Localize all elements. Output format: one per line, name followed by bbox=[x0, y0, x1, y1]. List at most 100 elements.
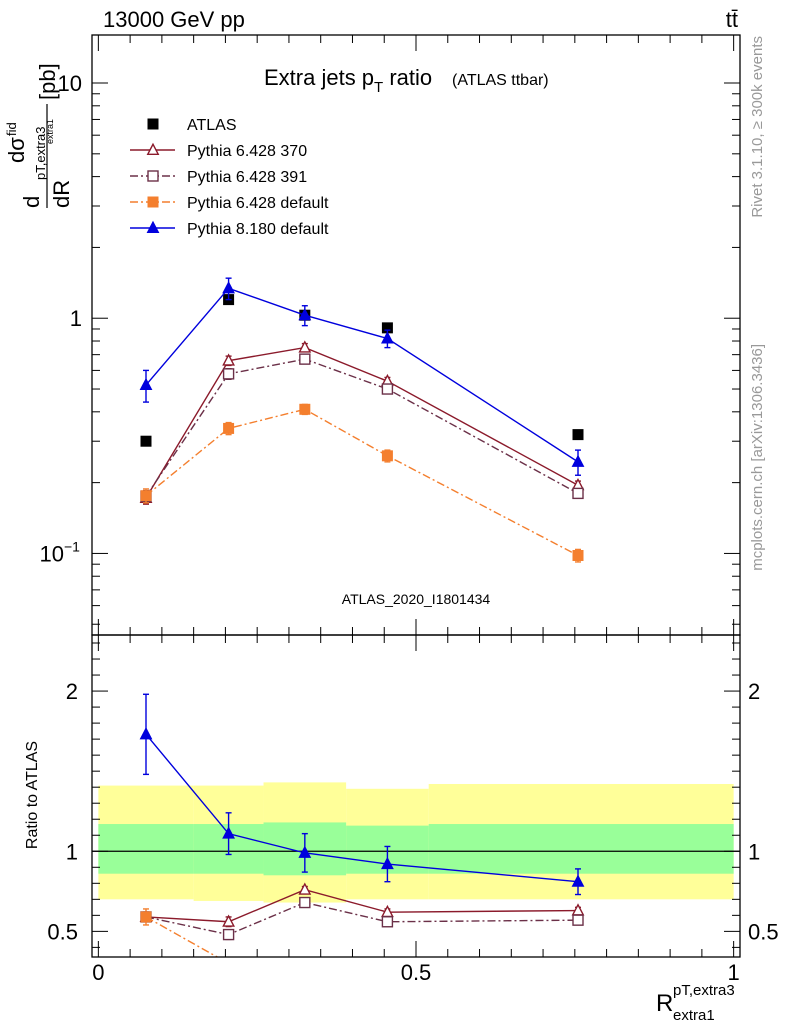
main-plot-content bbox=[139, 277, 585, 563]
ratio-y-tick-label-right: 0.5 bbox=[748, 919, 779, 944]
legend-label: ATLAS bbox=[187, 117, 237, 134]
header-energy: 13000 GeV pp bbox=[103, 7, 245, 32]
ratio-y-tick-label: 1 bbox=[66, 839, 78, 864]
legend-marker bbox=[147, 170, 159, 182]
main-title: Extra jets pT ratio (ATLAS ttbar) bbox=[264, 65, 549, 96]
ratio-y-axis-label: Ratio to ATLAS bbox=[24, 741, 41, 849]
title-paren: (ATLAS ttbar) bbox=[452, 72, 549, 89]
main-s2-point bbox=[381, 383, 394, 395]
ratio-s1-point bbox=[381, 916, 394, 928]
main-s4-point bbox=[222, 281, 235, 294]
x-tick-label: 1 bbox=[728, 960, 740, 985]
main-s4-point bbox=[571, 454, 585, 467]
xlabel-sup: pT,extra3 bbox=[673, 982, 735, 999]
ylabel-sub: pT,extra3 bbox=[33, 127, 48, 180]
main-s3-point bbox=[381, 450, 393, 462]
legend-label: Pythia 6.428 391 bbox=[187, 169, 307, 186]
main-s2-point bbox=[572, 487, 584, 500]
ratio-s0-point bbox=[222, 914, 235, 927]
main-y-tick-label: 10 bbox=[40, 541, 64, 566]
ratio-s3-point bbox=[139, 727, 153, 740]
legend-item: Pythia 6.428 370 bbox=[130, 142, 307, 160]
ratio-s3-point bbox=[222, 826, 235, 839]
ratio-s3-point bbox=[381, 856, 394, 870]
legend-marker bbox=[147, 196, 159, 208]
main-s4-line bbox=[145, 287, 579, 463]
x-tick-label: 0.5 bbox=[401, 960, 432, 985]
ylabel-d: d bbox=[19, 196, 44, 208]
ratio-s1-series bbox=[140, 896, 584, 941]
main-s3-point bbox=[572, 549, 584, 561]
main-s4-series bbox=[139, 277, 585, 476]
main-y-axis-label: d dσ fid dR pT,extra3 extra1 [pb] bbox=[4, 63, 74, 208]
main-s4-point bbox=[298, 307, 312, 321]
main-y-tick-label: 1 bbox=[70, 306, 82, 331]
xlabel-main: R bbox=[656, 990, 673, 1017]
main-s1-point bbox=[298, 340, 312, 353]
title-text: Extra jets p bbox=[264, 65, 374, 90]
main-s2-point bbox=[222, 368, 235, 380]
ratio-s1-point bbox=[222, 928, 235, 941]
header-process: tt̄ bbox=[726, 7, 738, 32]
ratio-y-tick-label-right: 2 bbox=[748, 679, 760, 704]
ratio-s0-point bbox=[298, 882, 312, 895]
ratio-s3-point bbox=[298, 845, 312, 858]
legend-label: Pythia 6.428 370 bbox=[187, 143, 307, 160]
ratio-plot-content bbox=[92, 693, 740, 968]
main-s3-series bbox=[140, 403, 584, 563]
ratio-s0-point bbox=[571, 903, 585, 916]
legend-item: Pythia 6.428 default bbox=[130, 195, 329, 212]
svg-text:R: R bbox=[656, 990, 673, 1017]
ratio-y-tick-label: 2 bbox=[66, 679, 78, 704]
main-s1-line bbox=[145, 346, 579, 499]
legend-item: Pythia 6.428 391 bbox=[130, 169, 307, 186]
legend-item: ATLAS bbox=[147, 117, 237, 134]
side-rivet-label: Rivet 3.1.10, ≥ 300k events bbox=[749, 36, 766, 218]
ratio-s3-series bbox=[139, 693, 585, 896]
main-s3-line bbox=[145, 408, 579, 557]
main-s3-point bbox=[223, 422, 235, 434]
band-segment bbox=[98, 824, 194, 874]
main-s0-point bbox=[572, 429, 584, 441]
band-segment bbox=[428, 824, 734, 874]
ratio-s2-point bbox=[140, 911, 152, 923]
ylabel-sigma: dσ bbox=[4, 137, 29, 163]
ratio-y-tick-label: 0.5 bbox=[47, 919, 78, 944]
ratio-s1-point bbox=[572, 914, 584, 926]
xlabel-sub: extra1 bbox=[673, 1007, 715, 1024]
main-s1-point bbox=[222, 353, 235, 366]
svg-text:Extra jets pT ratio: Extra jets pT ratio bbox=[264, 65, 432, 96]
main-s0-point bbox=[140, 435, 152, 447]
legend-label: Pythia 8.180 default bbox=[187, 221, 329, 238]
title-text-rest: ratio bbox=[383, 65, 432, 90]
x-axis-label: R pT,extra3 extra1 bbox=[656, 982, 735, 1024]
main-y-tick-exponent: −1 bbox=[64, 538, 80, 554]
ratio-s1-line bbox=[145, 901, 579, 936]
main-y-tick-label: 10 bbox=[58, 71, 82, 96]
ylabel-dr: dR bbox=[49, 180, 74, 208]
ratio-s2-point bbox=[224, 958, 234, 968]
ratio-panel: 0.5 0.5 1 1 2 2 0 0.5 1 Ratio to ATLAS R pT,extr… bbox=[24, 634, 779, 1024]
ratio-axis-ticks: 0.5 0.5 1 1 2 2 0 0.5 1 bbox=[47, 635, 779, 985]
main-s2-line bbox=[145, 358, 579, 497]
main-s3-point bbox=[299, 403, 311, 415]
legend-marker bbox=[146, 220, 160, 234]
ratio-y-tick-label-right: 1 bbox=[748, 839, 760, 864]
x-tick-label: 0 bbox=[92, 960, 104, 985]
legend-marker bbox=[147, 118, 159, 130]
main-s4-point bbox=[139, 377, 153, 391]
main-s2-series bbox=[140, 353, 584, 503]
ratio-s1-point bbox=[299, 896, 311, 909]
legend: ATLAS Pythia 6.428 370 Pythia 6.428 391 Pyt… bbox=[130, 117, 329, 238]
ratio-s3-point bbox=[571, 874, 585, 887]
ylabel-subsub: extra1 bbox=[45, 119, 55, 144]
main-s2-point bbox=[299, 353, 311, 365]
side-mcplots-label: mcplots.cern.ch [arXiv:1306.3436] bbox=[749, 344, 766, 571]
title-subscript: T bbox=[374, 79, 383, 96]
ylabel-fid: fid bbox=[4, 122, 19, 136]
main-s3-point bbox=[140, 490, 152, 502]
